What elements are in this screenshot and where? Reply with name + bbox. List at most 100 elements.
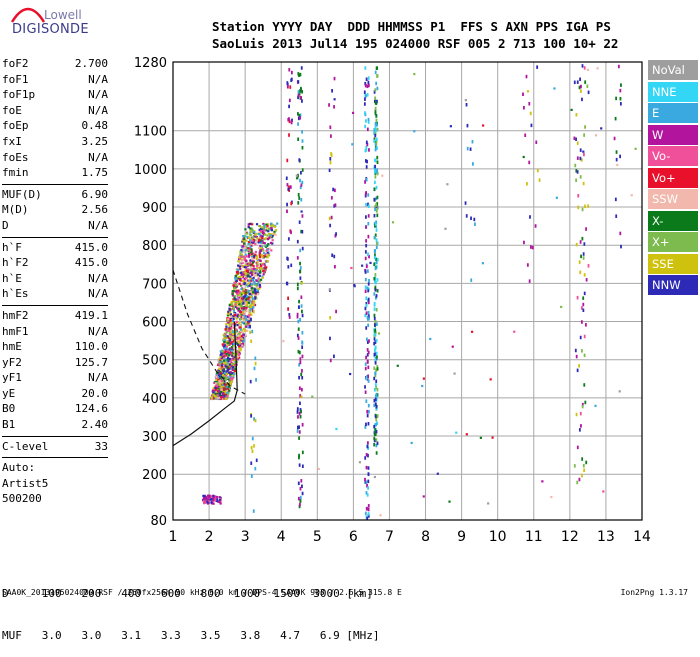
echo-point [231,378,234,382]
echo-point [250,295,253,299]
param-value: 110.0 [74,340,108,354]
echo-point [301,139,304,143]
echo-point [228,331,231,335]
echo-point [236,314,239,318]
echo-point [225,374,228,377]
echo-point [365,480,368,485]
echo-point [240,248,243,252]
x-tick-label: 9 [457,529,466,545]
echo-point [227,349,230,352]
echo-point [301,330,304,335]
echo-point [243,282,247,285]
echo-point [239,348,242,351]
echo-point [241,261,244,265]
echo-point [251,308,254,311]
echo-point [617,64,620,69]
echo-point [260,226,263,229]
echo-point [218,367,221,371]
echo-point [365,202,367,207]
echo-point [299,269,301,274]
echo-point [222,370,226,373]
echo-point [365,165,368,169]
echo-point [373,337,376,341]
echo-point [374,352,377,356]
echo-point [578,260,581,264]
echo-point [258,233,261,236]
echo-point [301,246,304,251]
param-row: foEp 0.48 [2,118,108,134]
echo-point [270,222,273,225]
echo-point [367,80,370,85]
echo-point [366,84,369,89]
echo-point [376,202,379,206]
echo-point [210,497,213,501]
echo-point [583,242,586,246]
echo-point [364,159,367,163]
echo-point [333,105,335,109]
echo-point [364,97,366,101]
echo-point [364,456,367,460]
muf-row: MUF 3.0 3.0 3.1 3.3 3.5 3.8 4.7 6.9 [MHz… [2,629,380,642]
echo-point [273,232,276,236]
echo-point [228,324,231,327]
echo-point [266,260,269,263]
echo-point [358,461,362,464]
echo-point [228,383,232,386]
echo-point [374,205,376,209]
echo-point [235,290,238,293]
echo-point [328,216,331,221]
echo-point [223,334,226,337]
echo-point [364,250,367,254]
echo-point [254,243,257,246]
echo-point [613,136,616,141]
param-row: foE N/A [2,103,108,119]
echo-point [574,163,577,168]
echo-point [286,183,289,187]
echo-point [263,241,266,245]
echo-point [249,270,253,274]
echo-point [247,326,250,329]
param-name: foF2 [2,57,29,70]
echo-point [248,253,251,257]
echo-point [203,501,206,505]
echo-point [335,427,338,431]
echo-point [374,329,376,333]
echo-point [250,287,254,290]
echo-point [231,334,234,337]
echo-point [299,394,302,398]
echo-point [230,333,234,336]
echo-point [299,248,302,253]
echo-point [298,73,300,78]
param-name: yE [2,386,16,400]
echo-point [224,381,227,385]
echo-point [575,169,578,173]
echo-point [238,322,241,325]
echo-point [225,323,228,326]
echo-point [247,272,250,275]
echo-point [368,278,370,283]
echo-point [375,137,378,142]
echo-point [262,228,265,231]
echo-point [365,225,367,229]
echo-point [215,384,218,387]
echo-point [232,350,236,353]
param-value: 0.48 [81,119,109,133]
param-row: yF1 N/A [2,370,108,386]
param-row: B0 124.6 [2,401,108,417]
echo-point [219,502,222,505]
echo-point [271,242,274,245]
echo-point [618,390,621,393]
echo-point [232,298,235,301]
param-row: h`F2 415.0 [2,255,108,271]
echo-point [366,516,369,521]
echo-point [581,457,584,461]
echo-point [287,237,290,241]
echo-point [373,398,376,403]
echo-point [374,415,377,419]
echo-point [555,196,558,199]
echo-point [259,285,262,288]
legend-item-nnw: NNW [648,275,698,295]
echo-point [365,376,368,381]
param-value: 419.1 [74,308,108,322]
echo-point [232,317,235,321]
